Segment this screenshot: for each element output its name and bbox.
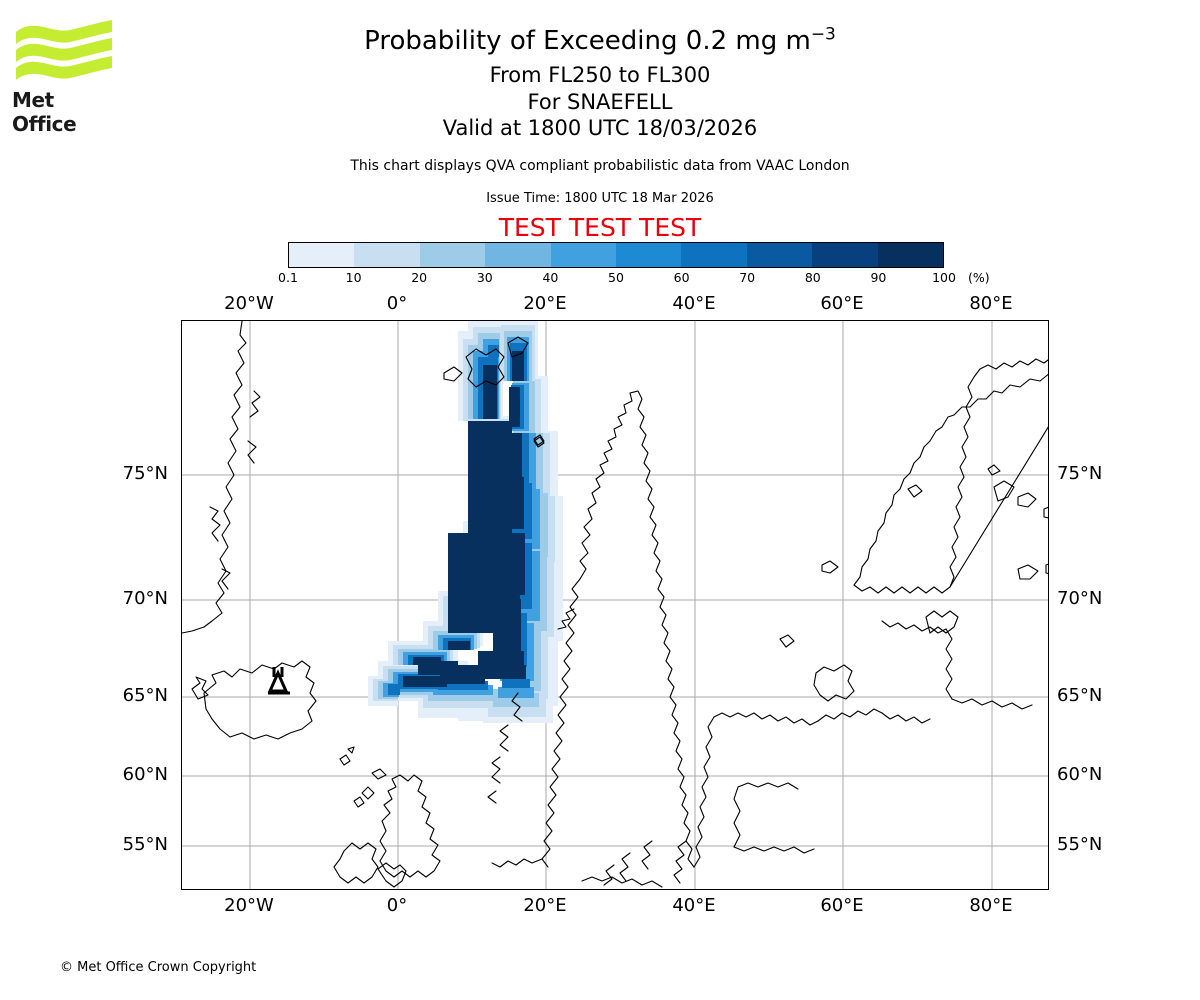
page-title-exponent: −3 xyxy=(810,24,836,45)
met-office-brand-text: Met Office xyxy=(12,88,77,136)
colorbar-band-9 xyxy=(877,243,944,267)
lat-tick-label-right-60°N: 60°N xyxy=(1057,764,1103,785)
lat-tick-label-right-65°N: 65°N xyxy=(1057,685,1103,706)
lon-tick-label-80°E: 80°E xyxy=(969,293,1013,314)
map-plot-area[interactable] xyxy=(181,320,1049,890)
colorbar-tick-70: 70 xyxy=(739,270,756,285)
page-title: Probability of Exceeding 0.2 mg m−3 xyxy=(0,26,1200,56)
test-watermark: TEST TEST TEST xyxy=(498,213,702,242)
lon-tick-label-40°E: 40°E xyxy=(672,895,716,916)
colorbar-tick-100: 100 xyxy=(932,270,956,285)
lat-tick-label-left-60°N: 60°N xyxy=(122,764,168,785)
lon-tick-label-20°W: 20°W xyxy=(224,895,274,916)
lon-tick-label-40°E: 40°E xyxy=(672,293,716,314)
colorbar-band-7 xyxy=(746,243,813,267)
ash-probability-plume xyxy=(368,321,563,723)
issue-time: Issue Time: 1800 UTC 18 Mar 2026 xyxy=(486,191,714,206)
colorbar-tick-0.1: 0.1 xyxy=(278,270,298,285)
met-office-logo: Met Office xyxy=(12,18,122,136)
map-gridlines xyxy=(182,321,1048,889)
lat-tick-label-right-75°N: 75°N xyxy=(1057,463,1103,484)
colorbar-tick-50: 50 xyxy=(608,270,624,285)
colorbar-band-3 xyxy=(485,243,551,267)
lat-tick-label-left-75°N: 75°N xyxy=(122,463,168,484)
coastlines xyxy=(182,321,1048,888)
volcano-subtitle: For SNAEFELL xyxy=(527,90,673,114)
colorbar-band-0 xyxy=(289,243,355,267)
colorbar-band-6 xyxy=(681,243,747,267)
snaefell-volcano-marker xyxy=(267,667,290,695)
copyright-notice: © Met Office Crown Copyright xyxy=(60,960,257,975)
lat-tick-label-left-55°N: 55°N xyxy=(122,834,168,855)
colorbar-tick-labels: 0.1 10 20 30 40 50 60 70 80 90 100 xyxy=(268,270,964,286)
lon-tick-label-0°: 0° xyxy=(386,293,408,314)
lon-tick-label-80°E: 80°E xyxy=(969,895,1013,916)
colorbar-unit-label: (%) xyxy=(968,270,990,285)
lon-tick-label-20°W: 20°W xyxy=(224,293,274,314)
lon-tick-label-20°E: 20°E xyxy=(523,895,567,916)
page-title-text: Probability of Exceeding 0.2 mg m xyxy=(364,26,811,56)
lon-tick-label-20°E: 20°E xyxy=(523,293,567,314)
colorbar-band-5 xyxy=(616,243,682,267)
colorbar-tick-60: 60 xyxy=(673,270,690,285)
lat-tick-label-left-65°N: 65°N xyxy=(122,685,168,706)
colorbar-band-4 xyxy=(550,243,617,267)
colorbar-tick-90: 90 xyxy=(870,270,887,285)
colorbar: 0.1 10 20 30 40 50 60 70 80 90 100 xyxy=(278,242,956,285)
colorbar-tick-80: 80 xyxy=(804,270,821,285)
colorbar-tick-30: 30 xyxy=(476,270,493,285)
colorbar-band-2 xyxy=(419,243,486,267)
lon-tick-label-0°: 0° xyxy=(386,895,408,916)
colorbar-band-1 xyxy=(354,243,420,267)
lon-tick-label-60°E: 60°E xyxy=(820,895,864,916)
flight-level-subtitle: From FL250 to FL300 xyxy=(489,63,711,87)
qva-note: This chart displays QVA compliant probab… xyxy=(350,158,850,174)
lat-tick-label-right-70°N: 70°N xyxy=(1057,588,1103,609)
valid-time-subtitle: Valid at 1800 UTC 18/03/2026 xyxy=(442,116,758,140)
colorbar-band-8 xyxy=(812,243,878,267)
met-office-waves-icon xyxy=(16,20,112,80)
map-svg xyxy=(182,321,1048,889)
colorbar-tick-20: 20 xyxy=(411,270,428,285)
colorbar-bands xyxy=(288,242,944,268)
colorbar-tick-10: 10 xyxy=(345,270,362,285)
lat-tick-label-right-55°N: 55°N xyxy=(1057,834,1103,855)
lon-tick-label-60°E: 60°E xyxy=(820,293,864,314)
colorbar-tick-40: 40 xyxy=(542,270,559,285)
lat-tick-label-left-70°N: 70°N xyxy=(122,588,168,609)
